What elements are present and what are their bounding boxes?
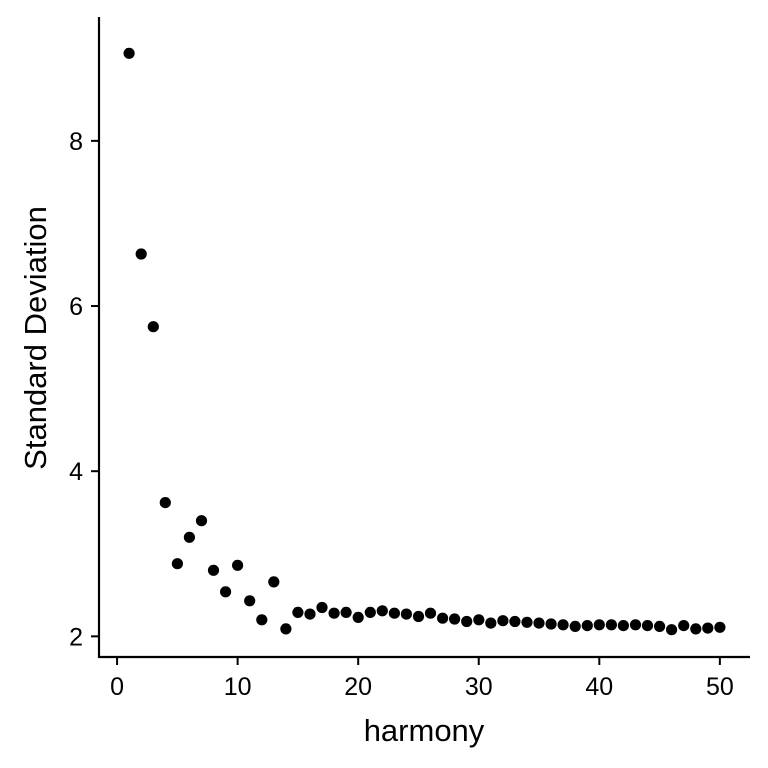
y-axis-ticks: 2 4 6 8: [69, 128, 99, 651]
data-point: [159, 497, 171, 509]
data-point: [412, 610, 425, 623]
data-point: [545, 618, 557, 630]
data-point: [509, 615, 521, 628]
y-tick-label: 4: [69, 458, 83, 486]
data-point: [497, 615, 509, 627]
data-point: [256, 614, 268, 626]
x-tick-label: 50: [706, 673, 734, 701]
data-point: [521, 616, 533, 628]
data-point: [147, 321, 159, 333]
data-point: [678, 620, 690, 632]
data-point: [268, 576, 280, 588]
y-tick-label: 6: [69, 293, 83, 321]
data-point: [605, 619, 618, 631]
data-point: [376, 605, 388, 617]
data-point: [220, 586, 232, 598]
data-point: [292, 606, 304, 619]
data-point: [123, 47, 135, 59]
data-point: [232, 559, 244, 571]
data-point: [714, 621, 726, 633]
data-point: [629, 619, 642, 631]
data-point: [340, 606, 352, 619]
data-point: [654, 620, 666, 633]
data-point: [207, 564, 220, 576]
data-point: [388, 607, 400, 619]
data-point: [183, 531, 195, 543]
data-point: [569, 620, 581, 633]
data-points: [123, 47, 726, 636]
data-point: [533, 617, 545, 629]
data-point: [593, 619, 605, 631]
data-point: [690, 623, 702, 635]
data-point: [400, 608, 412, 620]
data-point: [485, 617, 497, 629]
data-point: [316, 601, 328, 614]
y-axis-title: Standard Deviation: [18, 206, 53, 470]
x-tick-label: 0: [110, 673, 124, 701]
data-point: [666, 624, 678, 636]
data-point: [449, 613, 461, 625]
data-point: [437, 612, 449, 624]
data-point: [195, 515, 208, 527]
data-point: [280, 623, 292, 635]
data-point: [328, 607, 340, 619]
data-point: [557, 619, 569, 631]
data-point: [617, 620, 630, 632]
data-point: [702, 622, 714, 634]
data-point: [581, 620, 593, 632]
data-point: [641, 620, 654, 632]
x-axis-title: harmony: [364, 713, 485, 748]
data-point: [244, 595, 256, 607]
x-tick-label: 10: [224, 673, 252, 701]
y-tick-label: 8: [69, 128, 83, 156]
data-point: [352, 611, 364, 624]
data-point: [304, 608, 316, 620]
data-point: [473, 614, 485, 626]
x-tick-label: 20: [344, 673, 372, 701]
x-axis-ticks: 0 10 20 30 40 50: [110, 657, 734, 701]
data-point: [461, 615, 473, 628]
data-point: [364, 606, 376, 619]
data-point: [171, 558, 183, 570]
data-point: [135, 248, 147, 260]
data-point: [424, 607, 437, 619]
x-tick-label: 30: [465, 673, 493, 701]
y-tick-label: 2: [69, 623, 83, 651]
x-tick-label: 40: [585, 673, 613, 701]
